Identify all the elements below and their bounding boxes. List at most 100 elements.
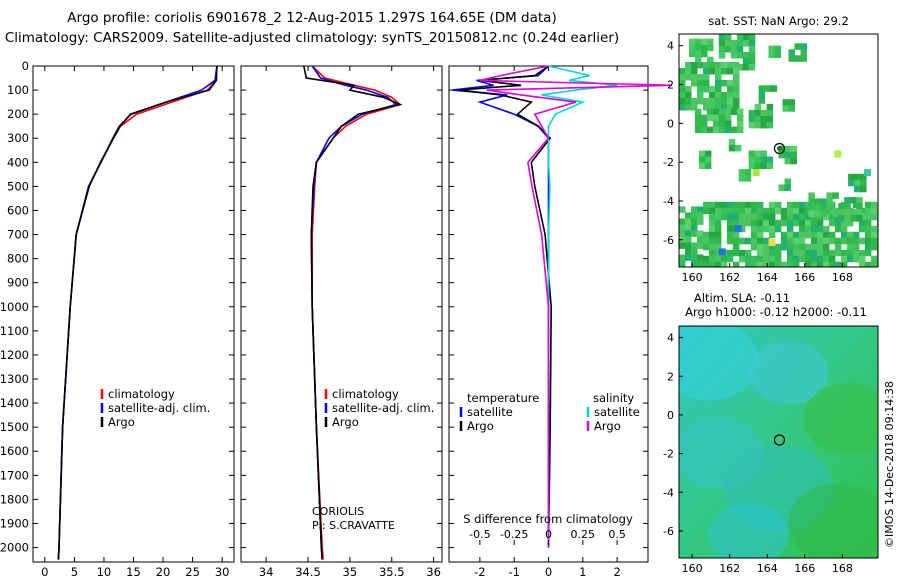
sst-pixel — [679, 260, 686, 267]
sst-pixel — [726, 231, 734, 239]
sst-pixel — [756, 231, 764, 239]
sst-pixel — [750, 255, 758, 263]
sst-pixel — [800, 43, 807, 50]
sst-pixel — [744, 201, 752, 209]
sst-pixel — [756, 213, 764, 221]
sst-pixel — [685, 254, 692, 261]
sst-pixel — [694, 108, 702, 116]
sst-pixel — [840, 219, 848, 227]
y-tick-label: 1700 — [0, 468, 29, 482]
y-tick-label: 1200 — [0, 348, 29, 362]
sst-pixel — [762, 255, 770, 263]
sst-pixel — [858, 255, 866, 263]
sst-pixel — [804, 201, 812, 209]
sst-pixel — [810, 261, 818, 267]
x-tick-label: 160 — [682, 271, 703, 284]
sst-pixel — [834, 219, 842, 227]
sst-pixel — [679, 206, 686, 213]
sst-pixel — [726, 207, 734, 215]
sst-pixel — [748, 40, 756, 47]
y-tick-label: 1000 — [0, 300, 29, 314]
sst-pixel — [778, 151, 785, 159]
sst-pixel — [695, 56, 702, 64]
sst-pixel — [828, 249, 836, 257]
y-tick-label: 900 — [7, 276, 29, 290]
sst-pixel — [774, 261, 782, 267]
sst-pixel — [702, 231, 710, 239]
sst-pixel — [730, 52, 738, 59]
sst-pixel — [876, 249, 878, 257]
sst-pixel — [721, 68, 728, 75]
y-tick-label: 700 — [7, 228, 29, 242]
sst-pixel — [838, 209, 845, 216]
sst-pixel — [691, 74, 698, 81]
sst-pixel — [840, 225, 848, 233]
sst-pixel — [750, 261, 758, 267]
sst-pixel — [750, 219, 758, 227]
sst-pixel — [724, 120, 732, 128]
sst-pixel — [804, 231, 812, 239]
sst-pixel — [810, 237, 818, 245]
sst-pixel — [766, 156, 774, 163]
sst-pixel — [834, 261, 842, 267]
sst-pixel — [760, 150, 768, 157]
sst-pixel — [754, 162, 762, 169]
sst-pixel — [780, 207, 788, 215]
sst-pixel — [704, 150, 712, 157]
sst-pixel — [714, 225, 722, 233]
sst-pixel — [774, 249, 782, 257]
sst-pixel — [698, 156, 706, 163]
sst-pixel — [691, 212, 698, 219]
sst-pixel — [742, 40, 750, 47]
sst-pixel — [702, 243, 710, 251]
sst-pixel — [679, 242, 686, 249]
sst-pixel — [876, 207, 878, 215]
sst-pixel — [748, 46, 756, 53]
sst-pixel — [732, 237, 740, 245]
x-tick-label: 0 — [41, 565, 48, 579]
legend-heading-salinity: salinity — [593, 391, 634, 405]
sst-pixel — [721, 80, 728, 87]
sst-pixel — [734, 144, 742, 152]
sst-pixel — [709, 104, 716, 111]
sst-pixel — [870, 225, 878, 233]
sst-pixel — [715, 68, 722, 75]
sst-pixel — [784, 151, 791, 159]
x-tick-label: 166 — [794, 271, 815, 284]
y-tick-label: 1400 — [0, 396, 29, 410]
sst-pixel — [838, 215, 845, 222]
sst-pixel — [832, 192, 839, 199]
sst-pixel — [685, 224, 692, 231]
x-tick-label: 5 — [71, 565, 78, 579]
sst-pixel-accent — [834, 150, 842, 158]
sst-pixel — [744, 175, 752, 182]
sst-pixel — [714, 231, 722, 239]
sst-pixel — [798, 219, 806, 227]
sst-pixel — [742, 58, 750, 65]
y-tick-label: 1800 — [0, 492, 29, 506]
sst-pixel — [822, 225, 830, 233]
sst-pixel — [864, 207, 872, 215]
plot-frame — [32, 65, 235, 563]
sst-pixel — [798, 201, 806, 209]
sst-pixel — [854, 179, 861, 187]
sst-pixel — [703, 86, 710, 93]
sst-pixel — [786, 261, 794, 267]
x-tick-label: 34 — [259, 565, 274, 579]
sst-pixel — [697, 206, 704, 213]
sst-pixel — [689, 38, 696, 46]
sst-pixel — [730, 126, 738, 134]
sst-pixel — [727, 68, 734, 75]
sst-pixel — [691, 98, 698, 105]
sst-pixel-accent — [752, 169, 760, 177]
sst-pixel — [738, 237, 746, 245]
sst-pixel — [762, 249, 770, 257]
sst-pixel — [808, 210, 815, 217]
sst-pixel — [810, 249, 818, 257]
sst-pixel — [876, 243, 878, 251]
sst-pixel — [758, 97, 766, 104]
sst-pixel — [876, 261, 878, 267]
sst-pixel — [685, 62, 692, 69]
legend-label: climatology — [332, 387, 399, 401]
sst-pixel — [792, 249, 800, 257]
